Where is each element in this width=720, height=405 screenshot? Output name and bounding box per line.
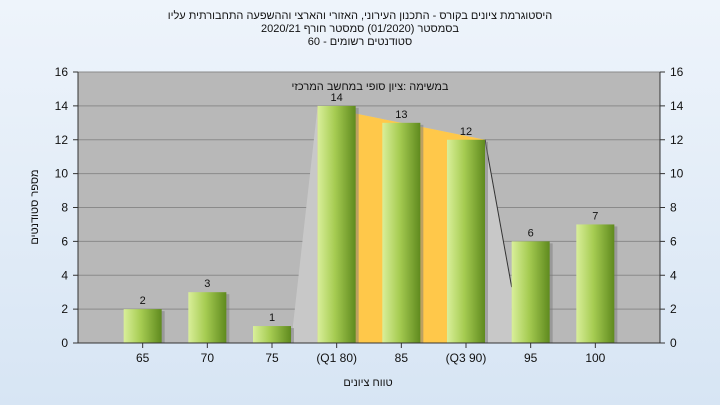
data-label: 14 bbox=[331, 92, 343, 104]
envelope-edge bbox=[484, 139, 513, 288]
y-tick-label-left: 12 bbox=[55, 133, 69, 147]
y-tick-label-right: 4 bbox=[670, 268, 677, 282]
x-tick-label: 65 bbox=[136, 351, 150, 365]
bar bbox=[382, 122, 421, 343]
bar bbox=[576, 224, 615, 343]
bar bbox=[447, 139, 485, 343]
y-tick-label-left: 16 bbox=[55, 65, 69, 79]
bar bbox=[511, 241, 550, 343]
x-tick-label: 70 bbox=[201, 351, 215, 365]
title-line-3: סטודנטים רשומים - 60 bbox=[307, 36, 413, 48]
y-tick-label-left: 8 bbox=[61, 201, 68, 215]
y-axis-label: מספר סטודנטים bbox=[29, 169, 41, 244]
x-tick-label: 85 bbox=[395, 351, 409, 365]
x-tick-label: (Q1 80) bbox=[316, 351, 357, 365]
x-tick-label: 95 bbox=[524, 351, 538, 365]
data-label: 3 bbox=[204, 278, 210, 290]
data-label: 13 bbox=[395, 109, 407, 121]
data-label: 12 bbox=[460, 126, 472, 138]
y-tick-label-right: 2 bbox=[670, 302, 677, 316]
title-line-1: היסטוגרמת ציונים בקורס - התכנון העירוני,… bbox=[167, 10, 553, 22]
bar bbox=[188, 292, 227, 343]
y-tick-label-right: 6 bbox=[670, 234, 677, 248]
y-tick-label-right: 10 bbox=[670, 167, 684, 181]
y-tick-label-left: 10 bbox=[55, 167, 69, 181]
y-tick-label-left: 14 bbox=[55, 99, 69, 113]
chart-title: היסטוגרמת ציונים בקורס - התכנון העירוני,… bbox=[0, 10, 720, 49]
x-tick-label: (Q3 90) bbox=[446, 351, 487, 365]
y-tick-label-right: 16 bbox=[670, 65, 684, 79]
y-tick-label-right: 8 bbox=[670, 201, 677, 215]
chart-annotation: במשימה :ציון סופי במחשב המרכזי bbox=[292, 81, 449, 93]
y-tick-label-left: 2 bbox=[61, 302, 68, 316]
y-tick-label-left: 0 bbox=[61, 336, 68, 350]
y-tick-label-left: 6 bbox=[61, 234, 68, 248]
data-label: 7 bbox=[592, 210, 598, 222]
x-tick-label: 100 bbox=[585, 351, 605, 365]
bar bbox=[317, 105, 356, 343]
data-label: 2 bbox=[140, 295, 146, 307]
bar bbox=[253, 326, 291, 343]
x-axis-label: טווח ציונים bbox=[343, 377, 392, 389]
y-tick-label-right: 14 bbox=[670, 99, 684, 113]
y-tick-label-right: 0 bbox=[670, 336, 677, 350]
data-label: 1 bbox=[269, 312, 275, 324]
title-line-2: בסמסטר (01/2020) סמסטר חורף 2020/21 bbox=[260, 23, 460, 35]
data-label: 6 bbox=[528, 227, 534, 239]
bar bbox=[123, 309, 162, 343]
y-tick-label-right: 12 bbox=[670, 133, 684, 147]
y-tick-label-left: 4 bbox=[61, 268, 68, 282]
x-tick-label: 75 bbox=[265, 351, 279, 365]
